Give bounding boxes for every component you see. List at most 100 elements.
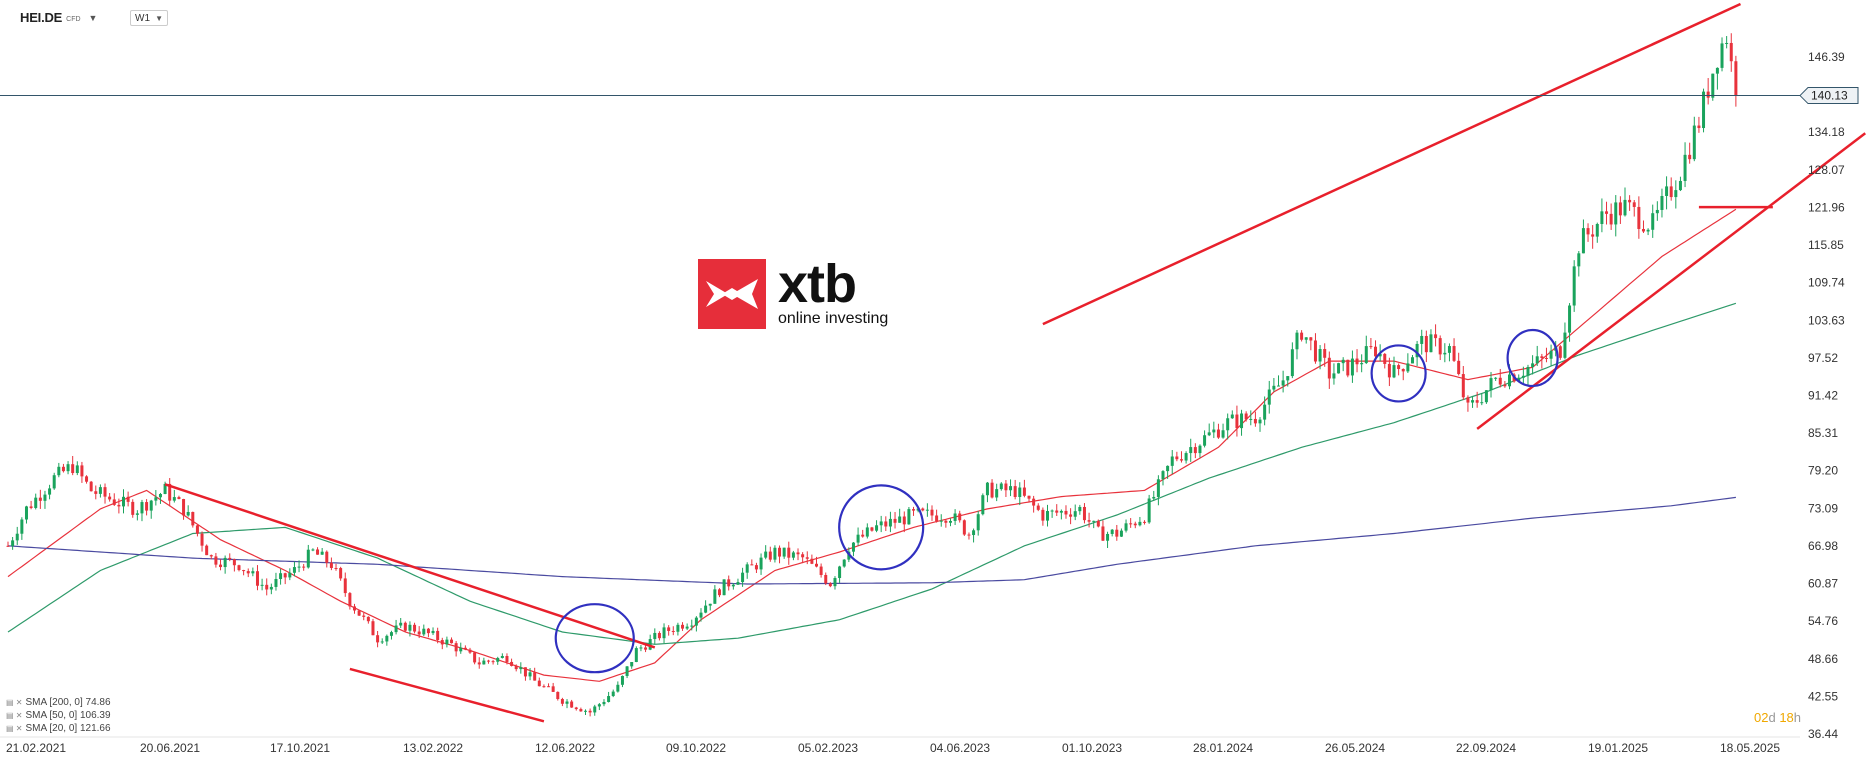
candle-bullish — [907, 509, 911, 525]
candle-bullish — [838, 566, 842, 579]
timeframe-select[interactable]: W1 ▼ — [130, 10, 168, 26]
candle-bullish — [1092, 520, 1096, 522]
candle-bearish — [195, 525, 199, 534]
candle-bullish — [1230, 414, 1234, 419]
candle-bullish — [851, 542, 855, 552]
candle-bearish — [1475, 400, 1479, 403]
candle-bullish — [186, 511, 190, 516]
candle-bearish — [644, 647, 648, 650]
candle-bullish — [1341, 359, 1345, 364]
candle-bullish — [1484, 390, 1488, 403]
candle-bullish — [1290, 349, 1294, 377]
time-tick-label: 22.09.2024 — [1456, 741, 1516, 755]
candle-bullish — [1725, 42, 1729, 44]
candle-bullish — [741, 572, 745, 583]
candle-bullish — [269, 586, 273, 590]
time-tick-label: 21.02.2021 — [6, 741, 66, 755]
candle-bearish — [237, 565, 241, 571]
candlesticks — [6, 33, 1738, 717]
candle-bearish — [103, 487, 107, 497]
candle-bullish — [1078, 506, 1082, 512]
candle-bearish — [1591, 234, 1595, 237]
legend-label: SMA [50, 0] 106.39 — [25, 710, 111, 721]
candle-bullish — [1683, 154, 1687, 181]
candle-bearish — [560, 699, 564, 704]
candle-bearish — [533, 672, 537, 681]
candle-bullish — [1138, 521, 1142, 526]
candle-bullish — [1318, 349, 1322, 362]
candle-bearish — [403, 622, 407, 631]
candle-bullish — [52, 475, 56, 489]
candle-bearish — [426, 628, 430, 634]
legend-item-sma50[interactable]: ▤ ✕ SMA [50, 0] 106.39 — [6, 709, 111, 722]
candle-bearish — [1069, 514, 1073, 517]
candle-bullish — [1360, 363, 1364, 365]
candle-bullish — [1715, 67, 1719, 74]
candle-bullish — [1568, 305, 1572, 333]
candle-bullish — [223, 557, 227, 568]
downtrend-upper-line — [164, 483, 656, 649]
candle-bullish — [985, 482, 989, 496]
candle-bullish — [66, 464, 70, 472]
candle-bearish — [958, 513, 962, 521]
candle-bearish — [579, 709, 583, 712]
candle-bullish — [1420, 335, 1424, 344]
candle-bearish — [505, 655, 509, 662]
candle-bullish — [898, 516, 902, 523]
time-tick-label: 20.06.2021 — [140, 741, 200, 755]
candle-bullish — [1378, 353, 1382, 357]
xtb-logo-mark — [698, 259, 766, 329]
candle-bullish — [1240, 413, 1244, 429]
price-tick-label: 48.66 — [1808, 652, 1838, 666]
indicator-icon: ▤ ✕ — [6, 724, 23, 733]
candle-bullish — [43, 494, 47, 501]
candle-bearish — [902, 516, 906, 525]
logo-name: xtb — [778, 254, 857, 314]
candle-bullish — [482, 660, 486, 665]
candle-bearish — [787, 547, 791, 558]
candle-bullish — [953, 513, 957, 521]
candle-bearish — [491, 661, 495, 663]
candle-bullish — [98, 487, 102, 494]
symbol-header[interactable]: HEI.DE CFD ▼ — [20, 10, 97, 25]
candle-bearish — [29, 506, 33, 508]
candle-bearish — [1369, 346, 1373, 348]
candle-bearish — [436, 630, 440, 641]
time-tick-label: 09.10.2022 — [666, 741, 726, 755]
candle-bearish — [89, 481, 93, 492]
price-tick-label: 60.87 — [1808, 577, 1838, 591]
candle-bullish — [1646, 229, 1650, 232]
candle-bearish — [1313, 340, 1317, 362]
candle-bullish — [1517, 377, 1521, 382]
candle-bearish — [1027, 495, 1031, 499]
price-tick-label: 103.63 — [1808, 313, 1845, 327]
candle-bullish — [1674, 190, 1678, 198]
candle-bearish — [1729, 42, 1733, 62]
candle-bullish — [1392, 365, 1396, 378]
candle-bearish — [588, 710, 592, 713]
candle-bullish — [135, 513, 139, 515]
candle-bullish — [1623, 199, 1627, 216]
candle-bullish — [274, 578, 278, 587]
candle-bearish — [1323, 349, 1327, 358]
candle-bullish — [611, 691, 615, 697]
candle-bullish — [773, 547, 777, 560]
chevron-down-icon[interactable]: ▼ — [88, 12, 98, 23]
candle-bearish — [454, 643, 458, 652]
legend-item-sma20[interactable]: ▤ ✕ SMA [20, 0] 121.66 — [6, 722, 111, 735]
candle-bullish — [1281, 380, 1285, 386]
candle-bullish — [782, 547, 786, 557]
candle-bullish — [1189, 447, 1193, 454]
candle-bearish — [1327, 357, 1331, 379]
legend-item-sma200[interactable]: ▤ ✕ SMA [200, 0] 74.86 — [6, 696, 111, 709]
candle-bullish — [875, 525, 879, 531]
candle-bullish — [1665, 186, 1669, 196]
candle-bullish — [593, 706, 597, 713]
candle-bearish — [1055, 510, 1059, 513]
candle-bullish — [634, 648, 638, 663]
timeframe-value: W1 — [135, 12, 150, 24]
candle-bullish — [699, 612, 703, 618]
candle-bearish — [85, 476, 89, 482]
candle-bearish — [1438, 338, 1442, 355]
